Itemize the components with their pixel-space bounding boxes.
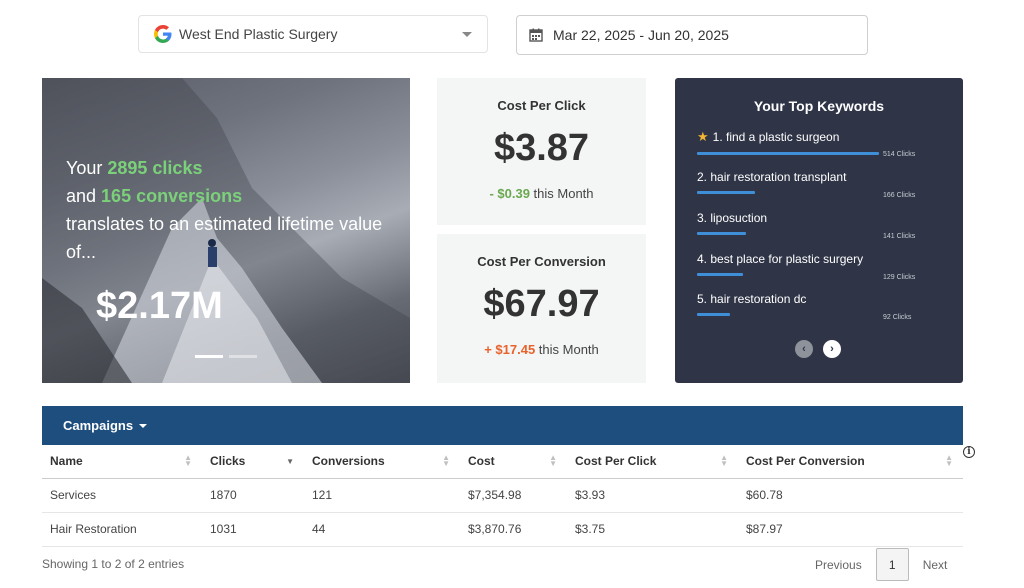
cost-per-click-value: $3.87 (493, 127, 590, 169)
cost-per-click-card: Cost Per Click $3.87 - $0.39 this Month (437, 78, 646, 225)
table-pagination: Previous 1 Next (815, 548, 947, 581)
chevron-left-icon[interactable]: ‹ (795, 340, 813, 358)
previous-page-button[interactable]: Previous (815, 557, 862, 572)
keyword-clicks: 166 Clicks (883, 192, 916, 199)
keyword-item: 5. hair restoration dc 92 Clicks (697, 292, 912, 321)
sort-icon: ▲ ▼ (442, 453, 450, 468)
keyword-item: ★ 1. find a plastic surgeon 514 Clicks (697, 129, 916, 158)
lifetime-value: $2.17M (96, 285, 223, 327)
keyword-item: 4. best place for plastic surgery 129 Cl… (697, 252, 916, 281)
cell-cost-per-conversion: $60.78 (738, 478, 963, 513)
cost-per-click-delta: - $0.39 this Month (489, 186, 594, 201)
sort-icon: ▲ ▼ (720, 453, 728, 468)
hero-summary-text: Your 2895 clicks and 165 conversions tra… (66, 154, 386, 266)
chevron-right-icon[interactable]: › (823, 340, 841, 358)
cost-per-conversion-card: Cost Per Conversion $67.97 + $17.45 this… (437, 234, 646, 383)
chevron-down-icon (462, 32, 472, 37)
cell-name: Services (42, 478, 202, 513)
hero-line3: translates to an estimated lifetime valu… (66, 214, 383, 262)
star-icon: ★ (697, 129, 709, 144)
column-header-cost[interactable]: Cost ▲ ▼ (460, 445, 567, 479)
cell-clicks: 1870 (202, 478, 304, 513)
cell-cost-per-click: $3.75 (567, 512, 738, 547)
keyword-pager: ‹ › (795, 340, 841, 358)
cost-per-conversion-title: Cost Per Conversion (477, 254, 606, 269)
keyword-clicks: 129 Clicks (883, 274, 916, 281)
keyword-clicks: 514 Clicks (883, 151, 916, 158)
carousel-indicators[interactable] (195, 355, 257, 358)
hero-conversions: 165 conversions (101, 186, 243, 206)
table-header-row: Name ▲ ▼ Clicks ▼ Conversions ▲ ▼ Cost ▲ ▼ Cost… (42, 445, 963, 479)
sort-icon: ▲ ▼ (549, 453, 557, 468)
carousel-dot-1[interactable] (195, 355, 223, 358)
sort-icon: ▲ ▼ (184, 453, 192, 468)
date-range-value: Mar 22, 2025 - Jun 20, 2025 (553, 27, 729, 43)
cost-per-conversion-value: $67.97 (483, 283, 600, 325)
info-icon[interactable]: i (963, 446, 975, 458)
campaigns-label: Campaigns (63, 418, 134, 433)
mountain-background-image (42, 78, 410, 383)
cost-per-conversion-delta: + $17.45 this Month (484, 342, 599, 357)
campaigns-dropdown[interactable]: Campaigns (42, 406, 963, 445)
keyword-item: 3. liposuction 141 Clicks (697, 211, 916, 240)
keyword-bar (697, 191, 755, 194)
table-entries-info: Showing 1 to 2 of 2 entries (42, 557, 185, 571)
cell-cost: $7,354.98 (460, 478, 567, 513)
column-header-name[interactable]: Name ▲ ▼ (42, 445, 202, 479)
keyword-bar (697, 313, 730, 316)
sort-desc-icon: ▼ (286, 457, 294, 466)
keyword-clicks: 92 Clicks (883, 314, 912, 321)
lifetime-value-card: Your 2895 clicks and 165 conversions tra… (42, 78, 410, 383)
calendar-icon (529, 28, 543, 42)
top-keywords-card: Your Top Keywords ★ 1. find a plastic sur… (675, 78, 963, 383)
next-page-button[interactable]: Next (922, 557, 948, 572)
campaigns-table: Name ▲ ▼ Clicks ▼ Conversions ▲ ▼ Cost ▲ ▼ Cost… (42, 445, 963, 547)
cell-cost-per-conversion: $87.97 (738, 512, 963, 547)
cost-per-click-title: Cost Per Click (497, 98, 586, 113)
table-row: Hair Restoration 1031 44 $3,870.76 $3.75… (42, 512, 963, 547)
sort-icon: ▲ ▼ (945, 453, 953, 468)
cell-cost: $3,870.76 (460, 512, 567, 547)
carousel-dot-2[interactable] (229, 355, 257, 358)
column-header-cost-per-conversion[interactable]: Cost Per Conversion ▲ ▼ (738, 445, 963, 479)
google-icon (154, 25, 172, 43)
account-select-value: West End Plastic Surgery (179, 26, 338, 42)
page-1-button[interactable]: 1 (875, 548, 909, 581)
column-header-conversions[interactable]: Conversions ▲ ▼ (304, 445, 460, 479)
keyword-bar (697, 273, 743, 276)
cell-name: Hair Restoration (42, 512, 202, 547)
cell-conversions: 121 (304, 478, 460, 513)
column-header-cost-per-click[interactable]: Cost Per Click ▲ ▼ (567, 445, 738, 479)
top-keywords-title: Your Top Keywords (753, 98, 885, 114)
keyword-clicks: 141 Clicks (883, 233, 916, 240)
cell-clicks: 1031 (202, 512, 304, 547)
column-header-clicks[interactable]: Clicks ▼ (202, 445, 304, 479)
keyword-bar (697, 232, 746, 235)
cell-conversions: 44 (304, 512, 460, 547)
cell-cost-per-click: $3.93 (567, 478, 738, 513)
keyword-item: 2. hair restoration transplant 166 Click… (697, 170, 916, 199)
account-select[interactable]: West End Plastic Surgery (138, 15, 488, 53)
hero-clicks: 2895 clicks (107, 158, 203, 178)
caret-down-icon (139, 423, 148, 428)
keyword-bar (697, 152, 879, 155)
table-row: Services 1870 121 $7,354.98 $3.93 $60.78 (42, 478, 963, 513)
date-range-picker[interactable]: Mar 22, 2025 - Jun 20, 2025 (516, 15, 868, 55)
